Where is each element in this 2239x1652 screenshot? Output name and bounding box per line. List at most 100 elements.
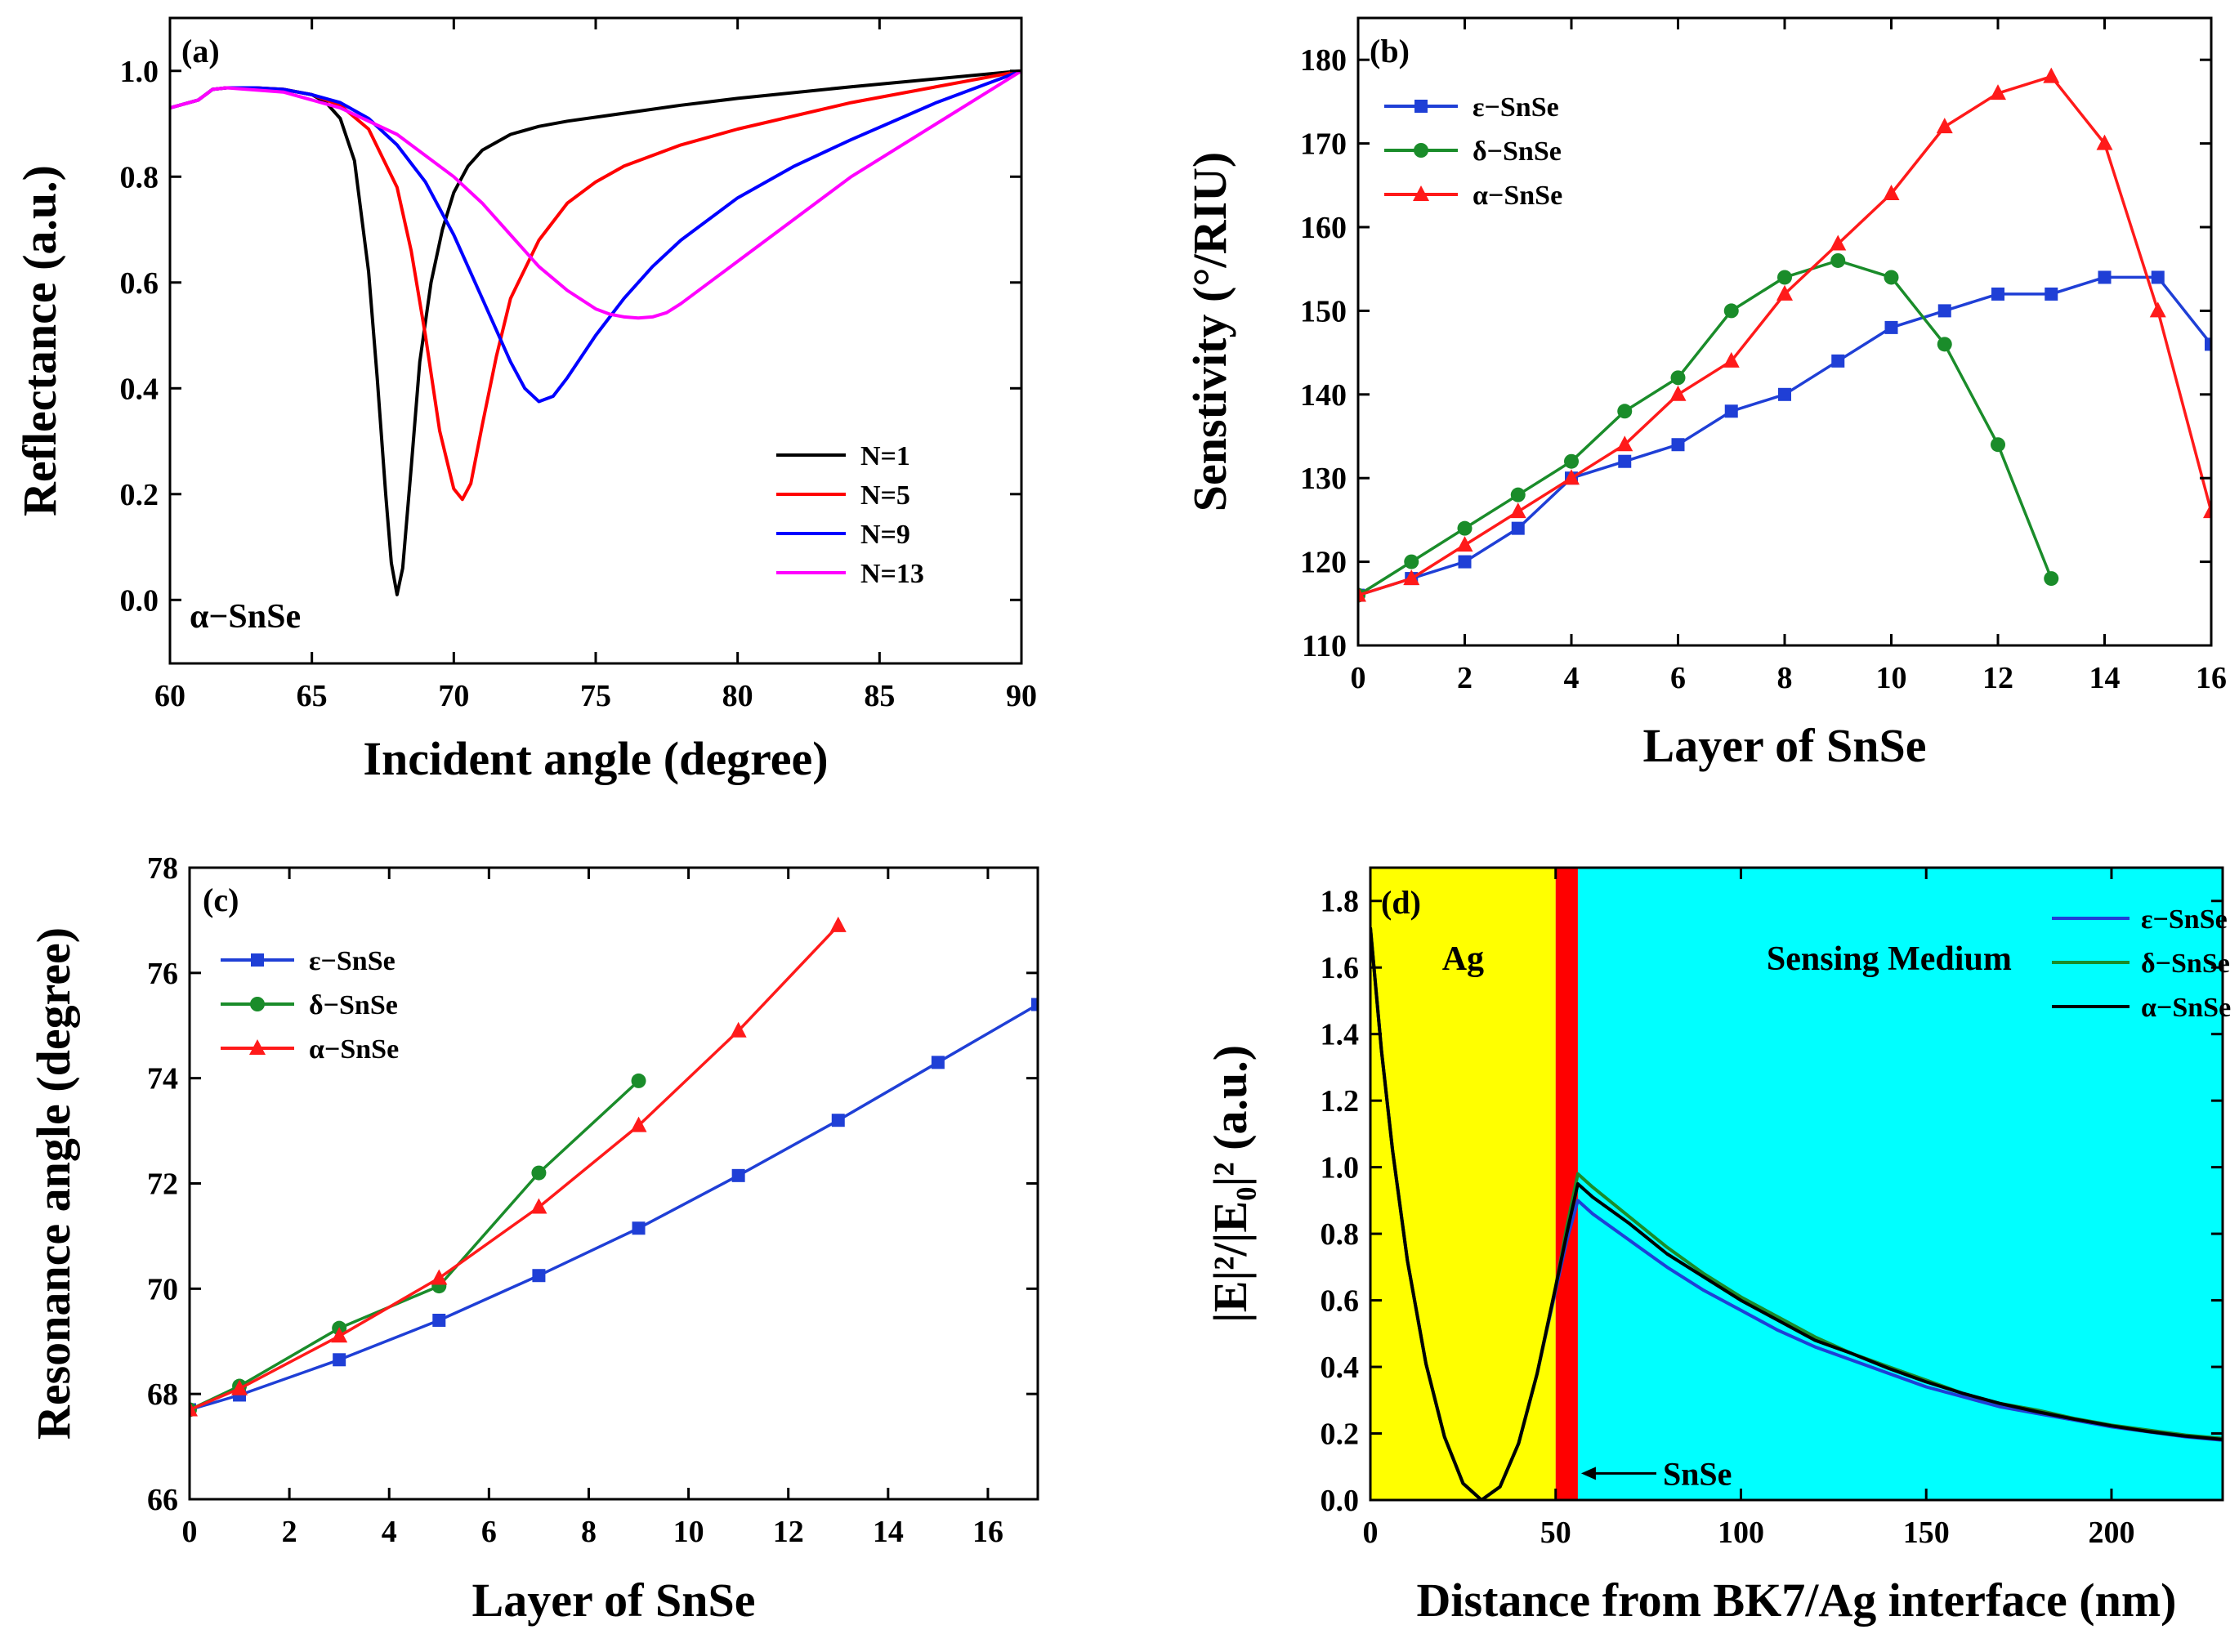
legend-label: N=13	[860, 559, 924, 589]
x-tick-label: 2	[282, 1515, 297, 1549]
data-point-circle	[250, 997, 265, 1011]
legend-label: N=1	[860, 441, 910, 471]
plot-series	[170, 69, 1021, 596]
legend-label: α−SnSe	[2141, 993, 2231, 1023]
y-tick-label: 1.0	[120, 55, 159, 89]
y-tick-label: 0.8	[1321, 1217, 1360, 1252]
series-line-4	[170, 69, 1021, 320]
y-tick-label: 180	[1300, 43, 1347, 78]
x-tick-label: 0	[1351, 661, 1366, 695]
panel-label: (c)	[203, 882, 239, 918]
y-tick-label: 1.2	[1321, 1084, 1360, 1118]
x-tick-label: 90	[1006, 679, 1037, 713]
data-point-circle	[1414, 143, 1428, 158]
y-tick-label: 1.8	[1321, 885, 1360, 919]
x-tick-label: 70	[438, 679, 469, 713]
x-tick-label: 10	[1876, 661, 1907, 695]
data-point-square	[2098, 270, 2112, 284]
series-line-3	[170, 69, 1021, 404]
series-line-2	[1358, 259, 2053, 597]
region-sensing-medium	[1577, 868, 2223, 1500]
legend-label: N=5	[860, 480, 910, 511]
y-tick-label: 110	[1302, 629, 1347, 663]
panel-label: (a)	[181, 33, 220, 69]
x-tick-label: 16	[972, 1515, 1003, 1549]
data-point-square	[1458, 555, 1472, 569]
data-point-triangle	[1990, 84, 2006, 100]
y-tick-label: 130	[1300, 462, 1347, 496]
y-axis-title: |E|²/|E₀|² (a.u.)	[1204, 1045, 1257, 1323]
plot-series	[1370, 927, 2223, 1500]
data-point-triangle	[730, 1021, 747, 1038]
data-point-triangle	[2043, 67, 2060, 83]
x-tick-label: 12	[773, 1515, 804, 1549]
data-point-square	[1511, 521, 1525, 535]
data-point-triangle	[1616, 435, 1633, 452]
data-point-circle	[1777, 270, 1792, 285]
y-tick-label: 160	[1300, 211, 1347, 245]
data-point-triangle	[1883, 185, 1900, 201]
legend-label: ε−SnSe	[2141, 904, 2228, 935]
x-tick-label: 8	[1777, 661, 1793, 695]
y-tick-label: 72	[147, 1168, 178, 1202]
legend-label: δ−SnSe	[309, 990, 398, 1020]
data-point-square	[532, 1269, 546, 1283]
data-point-triangle	[231, 1379, 248, 1395]
data-point-circle	[631, 1073, 646, 1088]
y-tick-label: 68	[147, 1377, 178, 1412]
y-tick-label: 0.0	[120, 583, 159, 618]
legend-label: ε−SnSe	[309, 946, 396, 976]
x-axis-title: Incident angle (degree)	[363, 732, 828, 785]
panel-b: 0 2 4 6 8 10 12 14 16 110 120 130 140 150 160 170 180 Lay…	[1183, 16, 2227, 772]
y-tick-label: 140	[1300, 378, 1347, 413]
series-line-2	[190, 1079, 640, 1412]
y-tick-label: 0.4	[120, 372, 159, 406]
y-tick-label: 170	[1300, 127, 1347, 162]
y-tick-label: 1.4	[1321, 1018, 1360, 1052]
data-point-triangle	[1723, 351, 1740, 368]
y-tick-label: 70	[147, 1272, 178, 1306]
x-tick-label: 0	[1363, 1516, 1379, 1550]
data-point-triangle	[1403, 569, 1420, 586]
legend-label: δ−SnSe	[1473, 136, 1562, 167]
data-point-square	[2151, 270, 2165, 284]
legend-label: δ−SnSe	[2141, 949, 2230, 979]
x-tick-label: 12	[1982, 661, 2013, 695]
data-point-square	[1831, 354, 1845, 368]
data-point-circle	[531, 1165, 547, 1181]
data-point-circle	[1670, 370, 1686, 386]
series-line-2	[170, 69, 1021, 502]
data-point-square	[1724, 404, 1738, 418]
data-point-triangle	[331, 1327, 348, 1343]
x-tick-label: 4	[382, 1515, 397, 1549]
data-point-square	[1991, 287, 2004, 301]
y-axis-title: Senstivity (°/RIU)	[1183, 152, 1236, 511]
data-point-triangle	[1830, 234, 1847, 251]
region-label-sensing-medium: Sensing Medium	[1767, 940, 2012, 978]
data-point-circle	[1830, 252, 1846, 268]
material-annotation: α−SnSe	[190, 598, 301, 636]
data-point-square	[333, 1353, 346, 1367]
data-point-triangle	[249, 1039, 266, 1055]
y-tick-label: 0.4	[1321, 1351, 1360, 1385]
series-line-1	[1358, 275, 2211, 597]
x-tick-label: 100	[1718, 1516, 1764, 1550]
data-point-circle	[1510, 487, 1526, 502]
x-axis-title: Layer of SnSe	[472, 1574, 756, 1627]
data-point-square	[1778, 387, 1791, 401]
x-tick-label: 8	[581, 1515, 597, 1549]
x-tick-label: 14	[873, 1515, 904, 1549]
data-point-square	[1031, 998, 1038, 1011]
data-point-triangle	[829, 916, 847, 932]
plot-series	[1358, 67, 2211, 603]
y-tick-label: 0.0	[1321, 1484, 1360, 1518]
data-point-square	[931, 1056, 945, 1069]
y-axis-title: Resonance angle (degree)	[27, 927, 80, 1440]
x-tick-label: 50	[1540, 1516, 1571, 1550]
data-point-triangle	[2203, 502, 2211, 519]
x-tick-label: 85	[864, 679, 895, 713]
y-tick-label: 150	[1300, 294, 1347, 328]
data-point-circle	[1937, 337, 1952, 352]
